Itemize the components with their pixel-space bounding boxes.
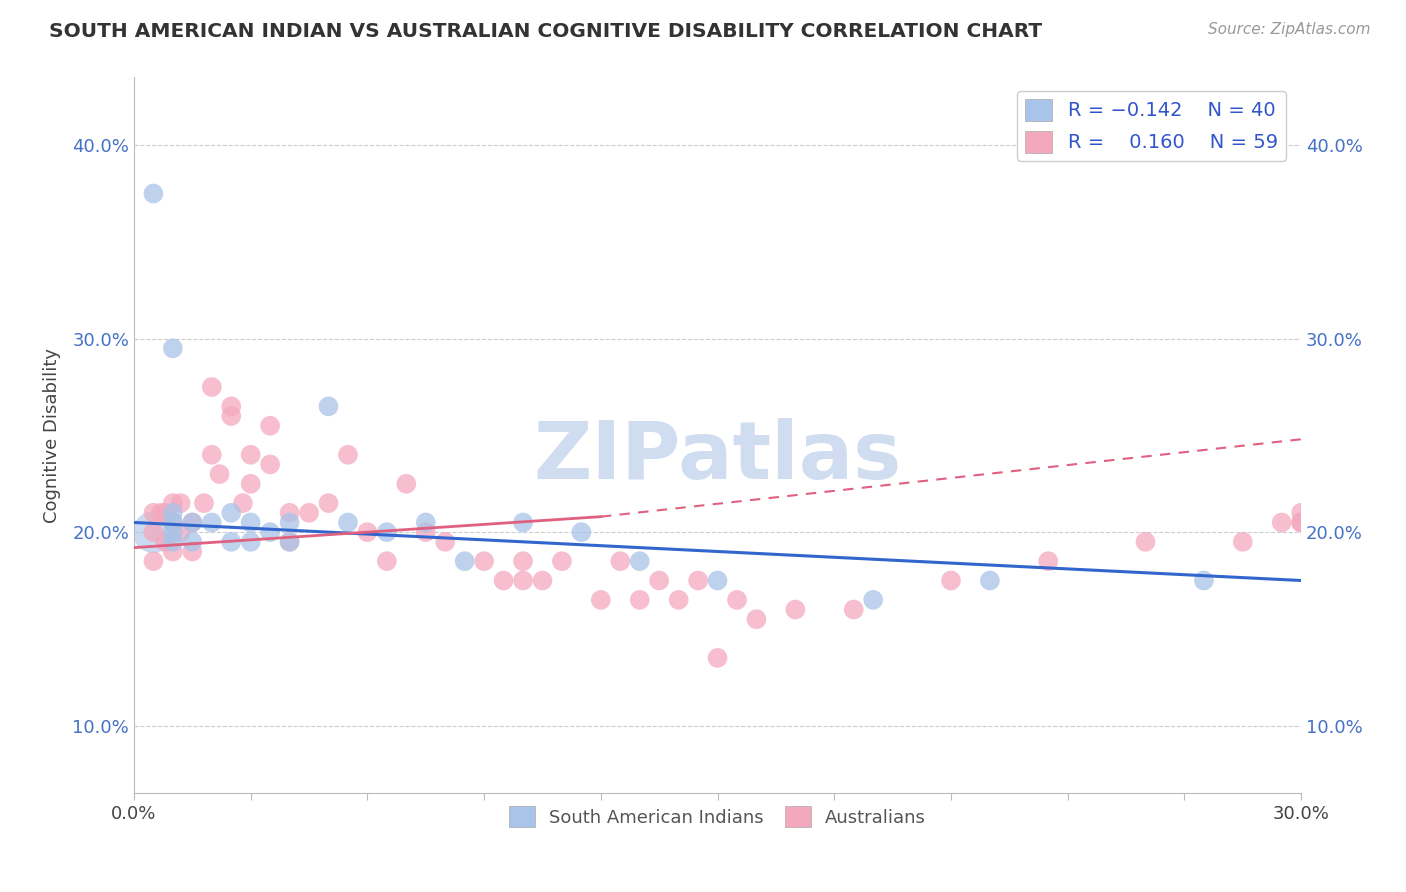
Point bbox=[725, 592, 748, 607]
Point bbox=[745, 612, 768, 626]
Point bbox=[142, 525, 165, 540]
Point bbox=[162, 534, 184, 549]
Point bbox=[375, 525, 398, 540]
Point bbox=[336, 448, 359, 462]
Point bbox=[201, 516, 224, 530]
Point bbox=[862, 592, 884, 607]
Point bbox=[1232, 534, 1254, 549]
Point bbox=[706, 651, 728, 665]
Point bbox=[162, 544, 184, 558]
Point bbox=[219, 409, 242, 423]
Point bbox=[162, 341, 184, 355]
Point bbox=[150, 506, 173, 520]
Text: ZIPatlas: ZIPatlas bbox=[533, 417, 901, 496]
Point bbox=[688, 574, 710, 588]
Point bbox=[453, 554, 475, 568]
Point bbox=[1038, 554, 1060, 568]
Point bbox=[668, 592, 690, 607]
Point bbox=[153, 506, 176, 520]
Text: Source: ZipAtlas.com: Source: ZipAtlas.com bbox=[1208, 22, 1371, 37]
Point bbox=[278, 506, 301, 520]
Point bbox=[512, 516, 534, 530]
Point bbox=[434, 534, 457, 549]
Point bbox=[531, 574, 554, 588]
Point bbox=[939, 574, 962, 588]
Point bbox=[219, 506, 242, 520]
Point bbox=[318, 496, 340, 510]
Point bbox=[512, 554, 534, 568]
Point bbox=[259, 458, 281, 472]
Point bbox=[219, 534, 242, 549]
Point bbox=[1289, 516, 1312, 530]
Point bbox=[162, 516, 184, 530]
Point bbox=[492, 574, 515, 588]
Text: SOUTH AMERICAN INDIAN VS AUSTRALIAN COGNITIVE DISABILITY CORRELATION CHART: SOUTH AMERICAN INDIAN VS AUSTRALIAN COGN… bbox=[49, 22, 1042, 41]
Point bbox=[375, 554, 398, 568]
Point bbox=[201, 448, 224, 462]
Point bbox=[239, 476, 262, 491]
Point bbox=[208, 467, 231, 481]
Point bbox=[181, 544, 204, 558]
Point bbox=[239, 534, 262, 549]
Point bbox=[169, 525, 191, 540]
Point bbox=[1135, 534, 1157, 549]
Point bbox=[648, 574, 671, 588]
Point bbox=[589, 592, 612, 607]
Point bbox=[356, 525, 378, 540]
Point bbox=[278, 534, 301, 549]
Point bbox=[472, 554, 495, 568]
Point bbox=[628, 554, 651, 568]
Point bbox=[142, 506, 165, 520]
Point bbox=[571, 525, 593, 540]
Point bbox=[142, 525, 165, 540]
Point bbox=[785, 602, 807, 616]
Point bbox=[395, 476, 418, 491]
Point bbox=[336, 516, 359, 530]
Point bbox=[193, 496, 215, 510]
Point bbox=[628, 592, 651, 607]
Point bbox=[239, 516, 262, 530]
Legend: South American Indians, Australians: South American Indians, Australians bbox=[502, 799, 934, 834]
Point bbox=[1192, 574, 1215, 588]
Point bbox=[162, 516, 184, 530]
Point bbox=[181, 516, 204, 530]
Point bbox=[278, 516, 301, 530]
Point bbox=[1289, 516, 1312, 530]
Point bbox=[551, 554, 574, 568]
Point bbox=[259, 525, 281, 540]
Point bbox=[706, 574, 728, 588]
Point bbox=[318, 400, 340, 414]
Point bbox=[201, 380, 224, 394]
Point bbox=[842, 602, 865, 616]
Point bbox=[259, 418, 281, 433]
Point bbox=[219, 400, 242, 414]
Point bbox=[415, 525, 437, 540]
Point bbox=[979, 574, 1001, 588]
Point bbox=[153, 534, 176, 549]
Point bbox=[415, 516, 437, 530]
Point bbox=[169, 496, 191, 510]
Point bbox=[181, 516, 204, 530]
Y-axis label: Cognitive Disability: Cognitive Disability bbox=[44, 348, 60, 523]
Point bbox=[142, 186, 165, 201]
Point bbox=[162, 506, 184, 520]
Point bbox=[181, 534, 204, 549]
Point bbox=[1271, 516, 1294, 530]
Point bbox=[512, 574, 534, 588]
Point bbox=[142, 554, 165, 568]
Point bbox=[1289, 506, 1312, 520]
Point bbox=[239, 448, 262, 462]
Point bbox=[298, 506, 321, 520]
Point bbox=[162, 496, 184, 510]
Point bbox=[162, 525, 184, 540]
Point bbox=[609, 554, 631, 568]
Point bbox=[232, 496, 254, 510]
Point bbox=[278, 534, 301, 549]
